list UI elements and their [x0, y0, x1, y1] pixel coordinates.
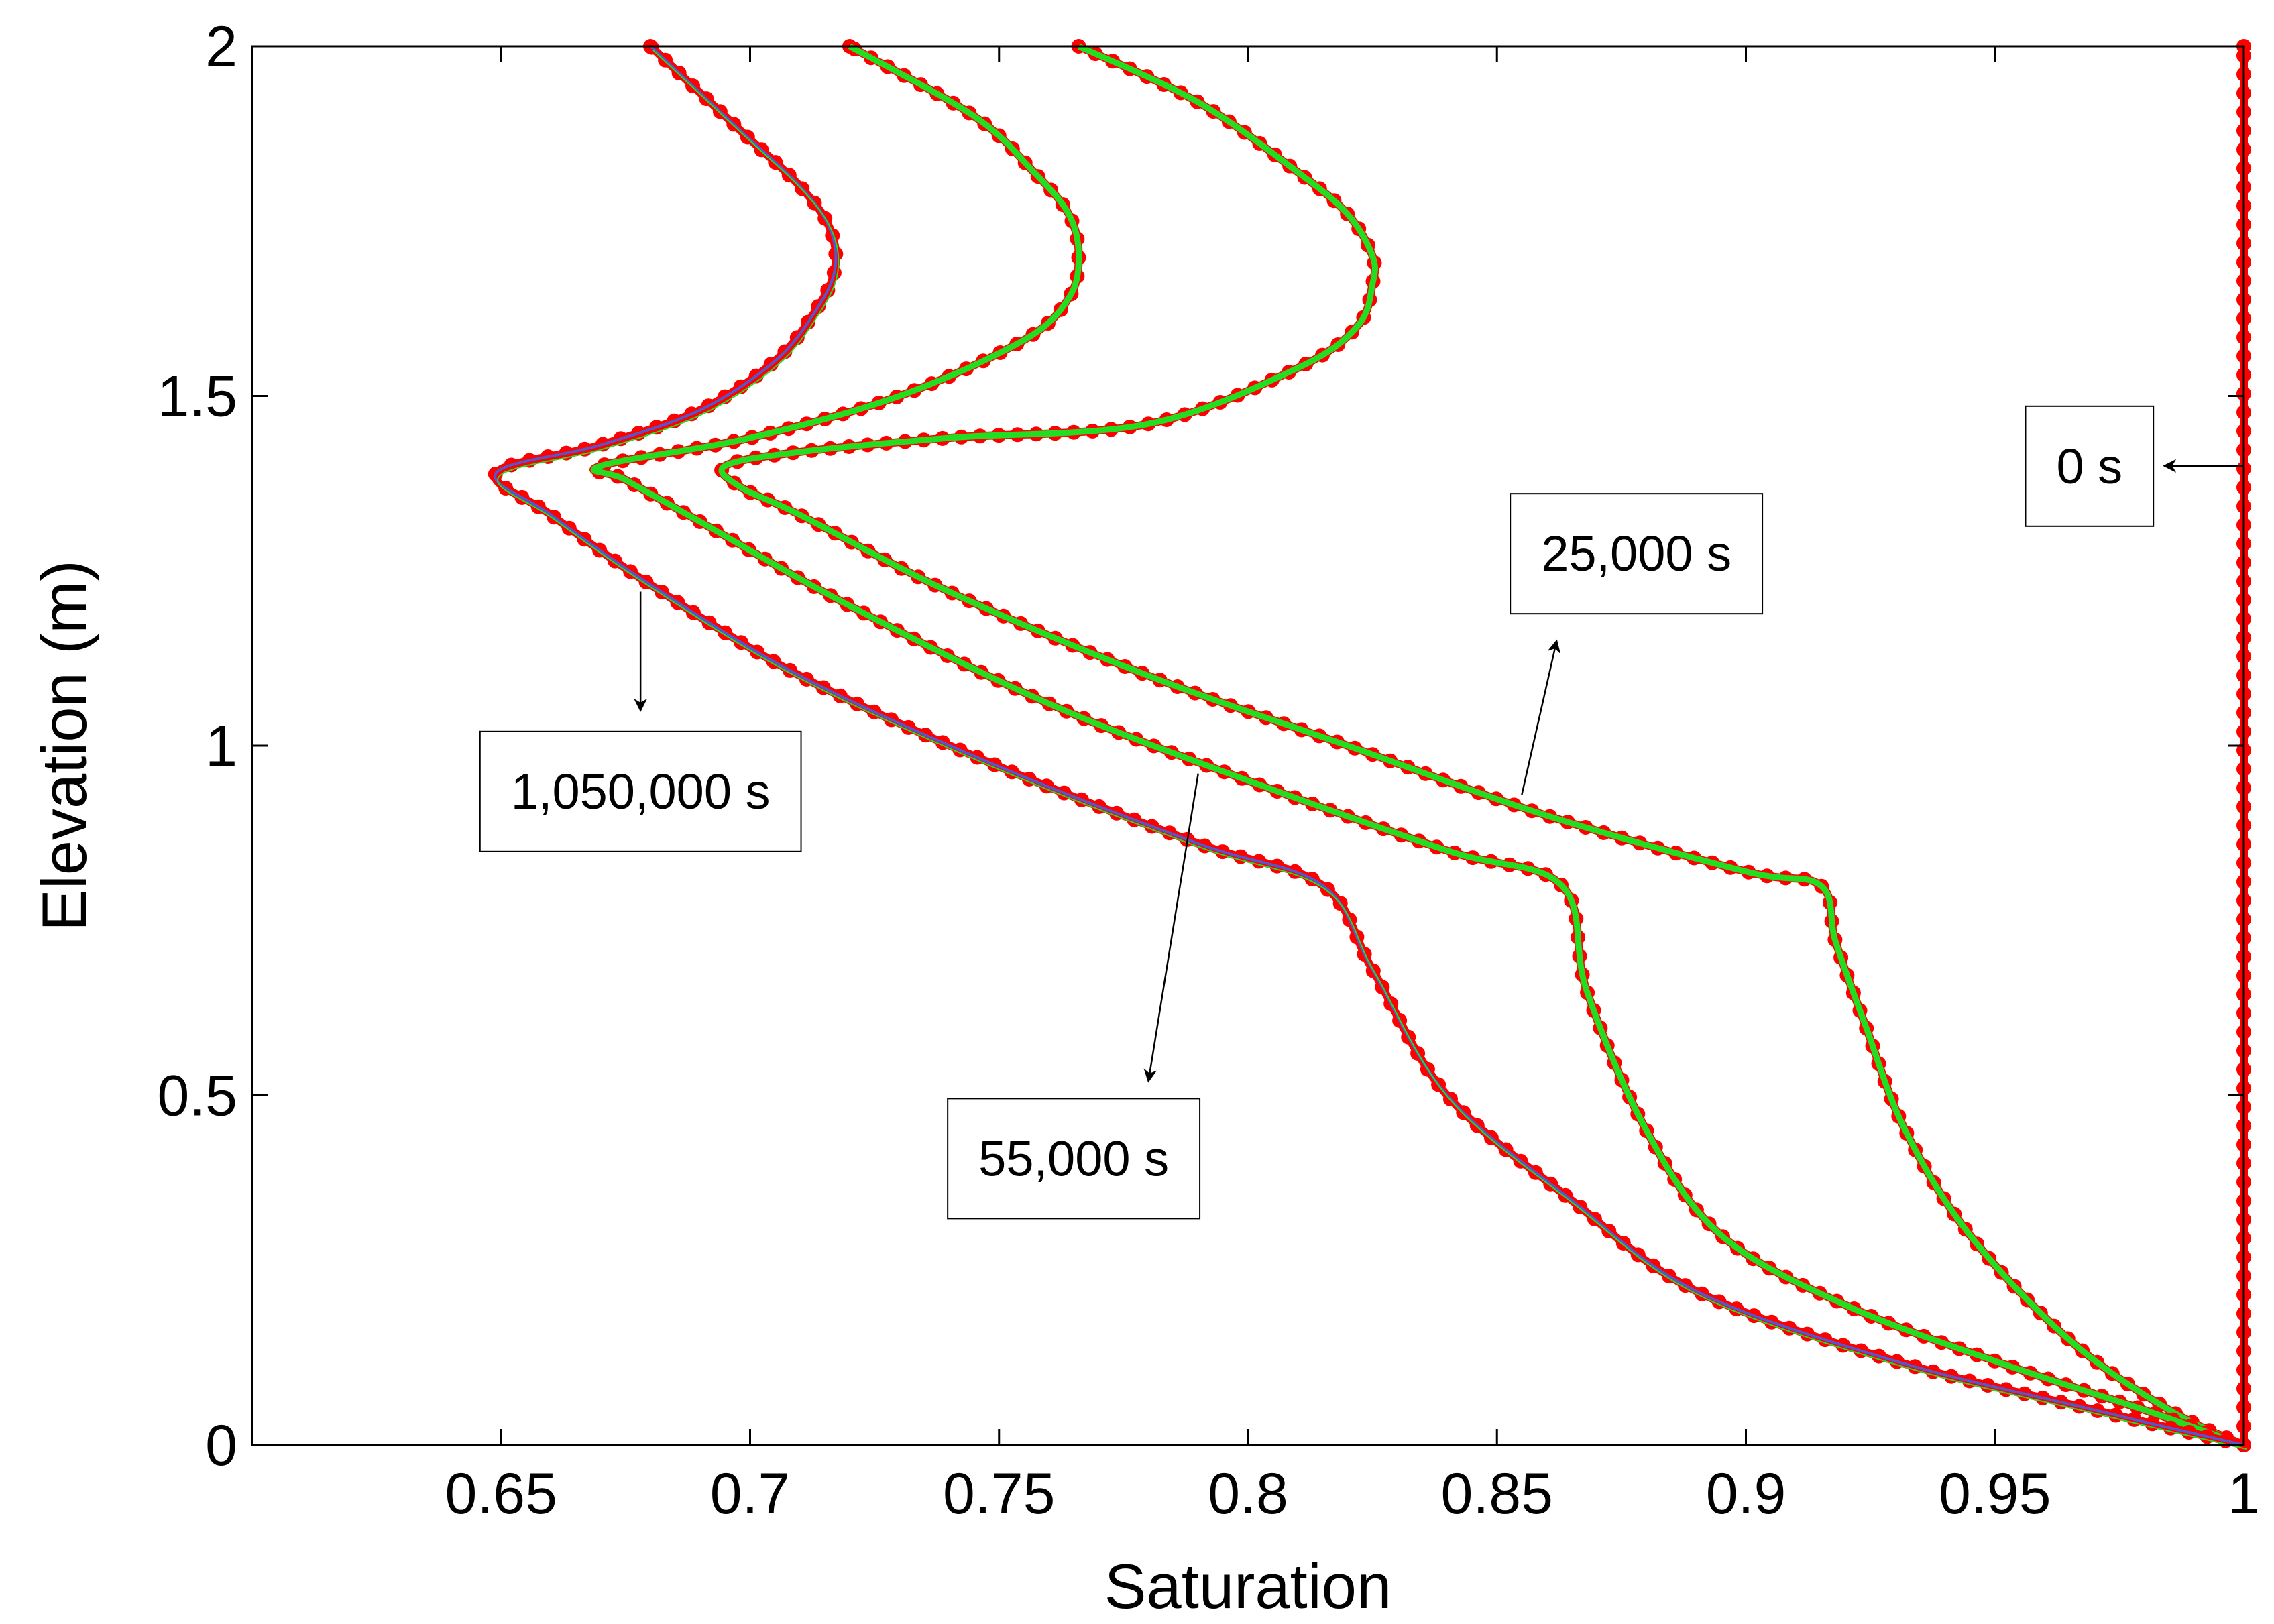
annotation: 25,000 s	[1510, 493, 1764, 795]
series-line	[590, 44, 2245, 1448]
annotation-box	[1510, 493, 1764, 615]
annotation-label: 55,000 s	[978, 1130, 1169, 1186]
series-line	[718, 43, 2245, 1448]
annotation-label: 25,000 s	[1541, 526, 1731, 581]
annotation-box	[2025, 405, 2155, 527]
y-tick-label: 0	[205, 1413, 237, 1478]
y-tick-label: 1	[205, 714, 237, 778]
y-tick-label: 0.5	[157, 1064, 237, 1128]
annotations: 0 s 25,000 s 55,000 s 1,050,000 s	[479, 405, 2244, 1220]
annotation-box	[947, 1098, 1201, 1220]
series	[714, 39, 2251, 1452]
y-tick-label: 2	[205, 15, 237, 79]
x-tick-label: 0.95	[1939, 1462, 2051, 1526]
annotation-label: 0 s	[2056, 439, 2122, 494]
x-tick-label: 0.65	[445, 1462, 557, 1526]
x-tick-label: 0.75	[943, 1462, 1055, 1526]
x-tick-label: 0.7	[710, 1462, 791, 1526]
plot-series	[488, 39, 2251, 1452]
annotation-arrow	[1521, 639, 1561, 795]
x-tick-label: 1	[2228, 1462, 2260, 1526]
annotation: 55,000 s	[947, 773, 1201, 1220]
x-tick-label: 0.8	[1208, 1462, 1288, 1526]
y-tick-label: 1.5	[157, 365, 237, 429]
series	[589, 39, 2251, 1452]
x-axis-title: Saturation	[1104, 1551, 1392, 1621]
annotation-label: 1,050,000 s	[511, 764, 771, 819]
y-axis-title: Elevation (m)	[29, 560, 99, 931]
annotation-arrow	[1143, 773, 1199, 1083]
x-tick-label: 0.85	[1441, 1462, 1553, 1526]
annotation: 1,050,000 s	[479, 591, 802, 852]
annotation: 0 s	[2025, 405, 2244, 527]
x-tick-label: 0.9	[1706, 1462, 1786, 1526]
series-line	[494, 45, 2244, 1446]
axes: 0.65 0.7 0.75 0.8 0.85 0.9 0.95 1 0 0.5 1 1.5 2	[157, 15, 2259, 1526]
annotation-box	[479, 730, 802, 852]
series-line-secondary	[497, 50, 2247, 1450]
